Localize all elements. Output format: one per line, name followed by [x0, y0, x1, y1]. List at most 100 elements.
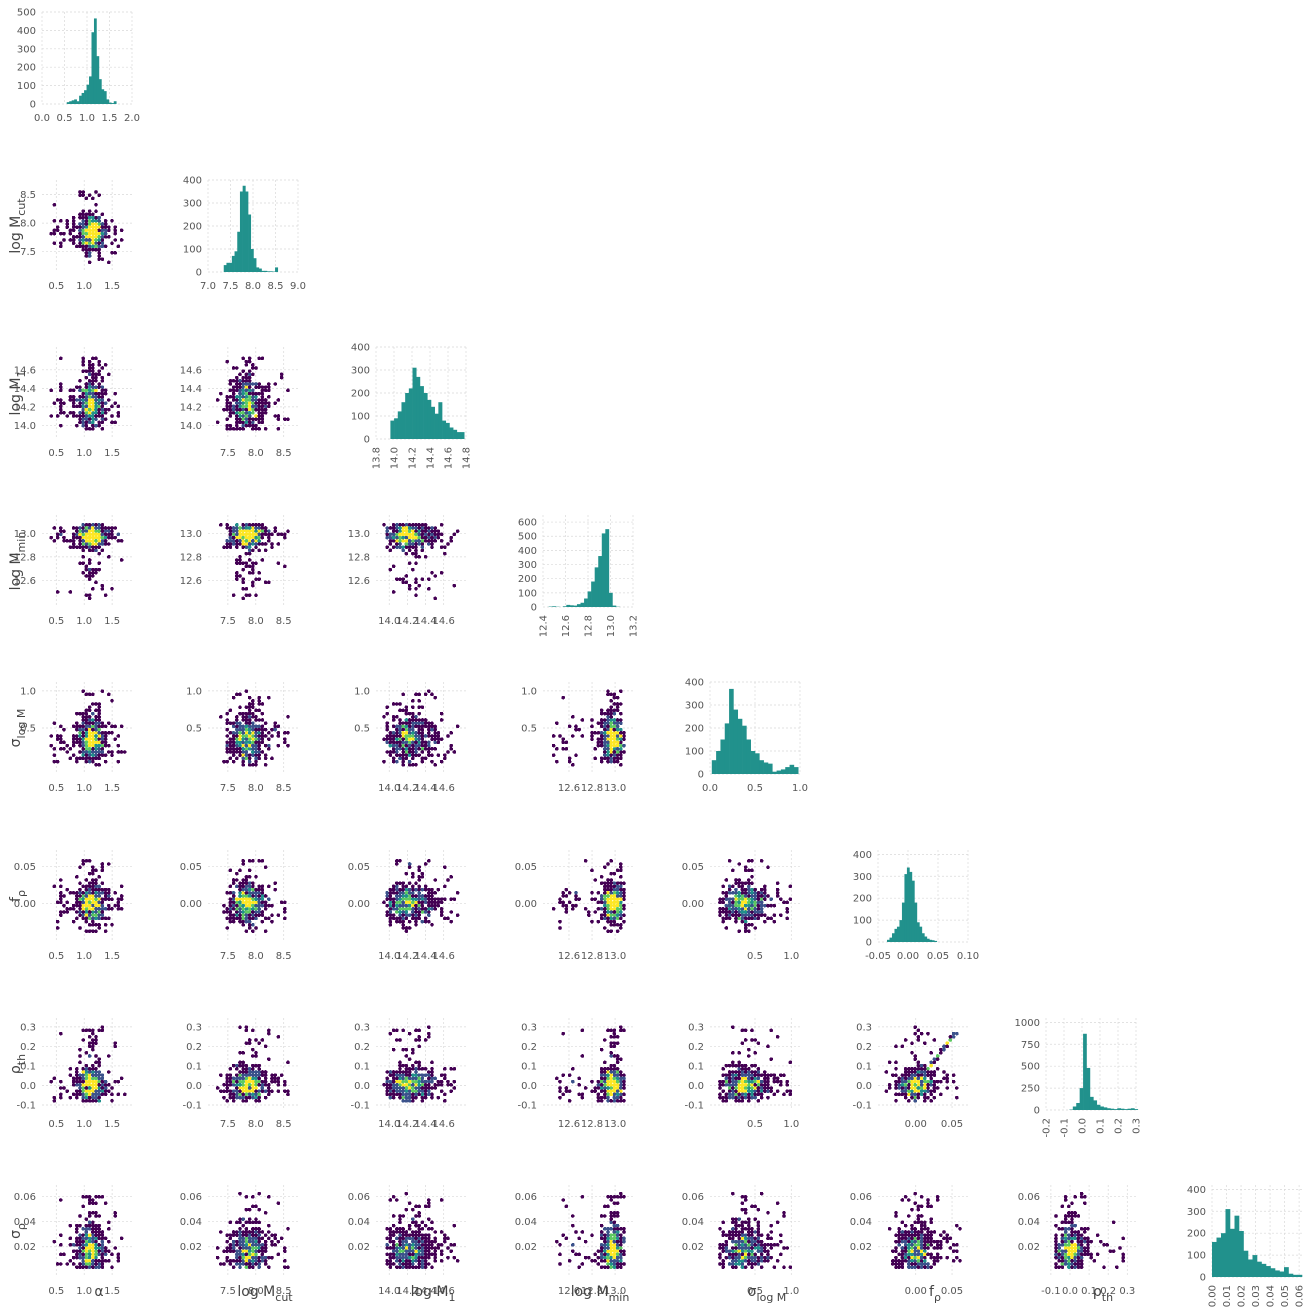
hexbin-cell: [417, 1227, 422, 1231]
hexbin-cell: [251, 1236, 255, 1241]
hexbin-cell: [65, 887, 69, 892]
hexbin-cell: [260, 1070, 265, 1074]
hexbin-cell: [84, 737, 89, 741]
hexbin-cell: [759, 894, 764, 898]
hexbin-cell: [260, 385, 265, 390]
histogram-bar: [453, 429, 458, 439]
hexbin-cell: [59, 897, 63, 901]
hexbin-cell: [619, 891, 623, 895]
hexbin-cell: [107, 731, 111, 735]
hexbin-cell: [433, 574, 438, 578]
hexbin-cell: [407, 903, 412, 908]
histogram-bar: [250, 249, 254, 272]
hexbin-cell: [724, 1092, 729, 1097]
hexbin-cell: [91, 1079, 95, 1084]
hexbin-cell: [241, 423, 245, 428]
hexbin-cell: [420, 1246, 425, 1250]
hexbin-cell: [97, 247, 101, 252]
hexbin-cell: [427, 1086, 431, 1090]
y-tick-label: 200: [853, 894, 872, 905]
hexbin-cell: [279, 1236, 284, 1241]
hexbin-cell: [619, 887, 623, 892]
hexbin-cell: [414, 1095, 418, 1100]
hexbin-cell: [91, 1047, 95, 1052]
hexbin-cell: [87, 401, 92, 406]
hexbin-cell: [257, 382, 262, 386]
hexbin-cell: [737, 894, 741, 898]
hexbin-cell: [615, 903, 620, 908]
hexbin-cell: [446, 1246, 450, 1250]
hexbin-cell: [94, 529, 98, 533]
hexbin-cell: [619, 1092, 623, 1097]
histogram-bar: [1257, 1261, 1262, 1277]
hexbin-cell: [737, 891, 741, 895]
hexbin-cell: [91, 740, 95, 745]
hexbin-cell: [606, 689, 610, 693]
hexbin-cell: [257, 743, 262, 748]
hexbin-cell: [103, 542, 108, 546]
hexbin-cell: [228, 1073, 233, 1077]
hexbin-cell: [603, 897, 607, 901]
hexbin-cell: [596, 1099, 601, 1103]
hexbin-cell: [238, 574, 242, 578]
y-tick-label: 400: [351, 343, 370, 354]
hexbin-cell: [238, 903, 242, 908]
histogram-bar: [423, 393, 428, 439]
hexbin-cell: [401, 763, 406, 767]
hexbin-cell: [247, 1262, 252, 1266]
hexbin-cell: [407, 1265, 412, 1269]
hexbin-cell: [65, 907, 69, 911]
y-tick-label: 0.02: [180, 1242, 202, 1253]
hexbin-cell: [414, 1204, 418, 1209]
hexbin-cell: [433, 695, 438, 700]
hexbin-cell: [87, 1073, 92, 1077]
hexbin-cell: [87, 727, 92, 732]
hexbin-cell: [254, 1054, 258, 1058]
y-tick-label: 12.6: [14, 576, 36, 587]
hexbin-cell: [59, 1092, 63, 1097]
hexbin-cell: [94, 1195, 98, 1199]
hexbin-cell: [395, 1086, 399, 1090]
hexbin-cell: [750, 1063, 754, 1068]
hexbin-cell: [427, 542, 431, 546]
hexbin-cell: [62, 727, 66, 732]
hexbin-cell: [913, 1089, 917, 1093]
hexbin-cell: [241, 887, 245, 892]
hexbin-cell: [100, 398, 105, 402]
hexbin-cell: [257, 887, 262, 892]
hexbin-cell: [433, 1246, 438, 1250]
hexbin-cell: [241, 743, 245, 748]
scatter-panel-sigmarho-vs-logMcut: 7.5 8.0 8.50.020.040.06: [180, 1185, 298, 1297]
hexbin-cell: [267, 404, 271, 409]
hexbin-cell: [87, 894, 92, 898]
hexbin-cell: [740, 1083, 745, 1087]
hexbin-cell: [254, 1089, 258, 1093]
hexbin-cell: [446, 1083, 450, 1087]
hexbin-cell: [753, 1086, 757, 1090]
hexbin-cell: [267, 1089, 271, 1093]
hexbin-cell: [244, 414, 249, 418]
hexbin-cell: [404, 574, 409, 578]
hexbin-cell: [603, 750, 607, 754]
hexbin-cell: [71, 228, 76, 233]
hexbin-cell: [388, 1095, 393, 1100]
hexbin-cell: [267, 1195, 271, 1199]
hexbin-cell: [113, 535, 117, 540]
hexbin-cell: [81, 241, 85, 245]
hexbin-cell: [439, 539, 444, 543]
hexbin-cell: [747, 910, 751, 914]
hexbin-cell: [734, 1099, 738, 1103]
hexbin-cell: [449, 1243, 454, 1247]
x-tick-label: 1.0: [79, 113, 95, 124]
hexbin-cell: [603, 740, 607, 745]
hexbin-cell: [385, 705, 390, 709]
y-tick-label: 0.1: [354, 1061, 370, 1072]
hexbin-cell: [267, 382, 271, 386]
histogram-bar: [234, 251, 238, 272]
hexbin-cell: [411, 734, 415, 738]
hexbin-cell: [244, 382, 249, 386]
hexbin-cell: [606, 737, 610, 741]
hexbin-cell: [91, 407, 95, 412]
hexbin-cell: [84, 1265, 89, 1269]
hexbin-cell: [113, 724, 117, 729]
